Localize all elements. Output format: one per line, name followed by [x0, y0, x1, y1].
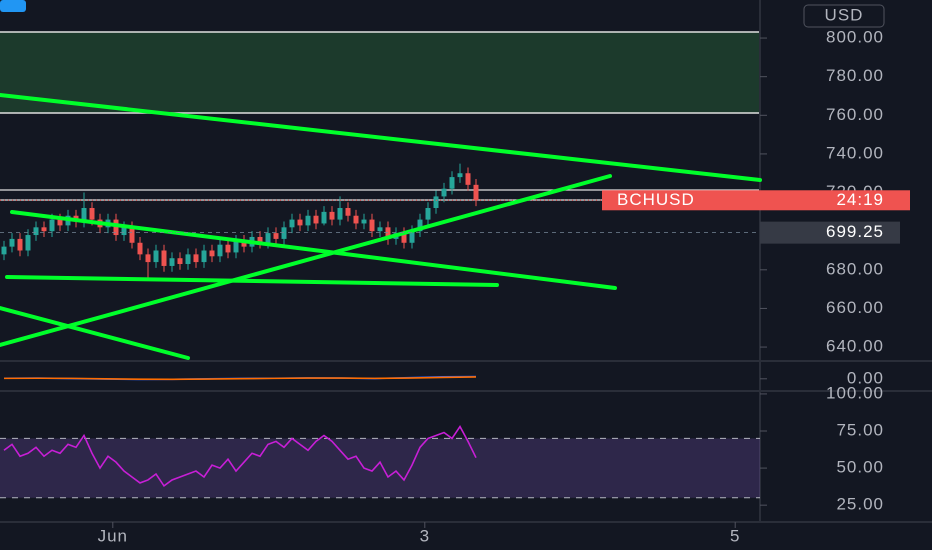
candle-body [25, 235, 31, 251]
y-tick-label: 800.00 [826, 28, 884, 47]
price-tag [760, 190, 910, 211]
y-tick-label: 0.00 [847, 368, 884, 387]
candle-body [297, 219, 303, 226]
candle-body [169, 258, 175, 266]
symbol: BCHUSD [617, 190, 695, 209]
x-tick-label: Jun [98, 526, 128, 545]
candle-body [465, 173, 471, 185]
y-tick-label: 25.00 [836, 495, 884, 514]
y-tick-label: 680.00 [826, 259, 884, 278]
candle-body [209, 250, 215, 257]
candle-body [361, 219, 367, 224]
x-tick-label: 5 [730, 526, 740, 545]
candle-body [113, 219, 119, 236]
candle-body [41, 227, 47, 232]
candle-body [257, 236, 263, 243]
zone [0, 32, 760, 113]
y-tick-label: 640.00 [826, 337, 884, 356]
candle-body [265, 233, 271, 243]
candle-body [345, 208, 351, 216]
x-tick-label: 3 [420, 526, 430, 545]
candle-body [385, 227, 391, 239]
candle-body [313, 215, 319, 224]
candle-body [305, 215, 311, 226]
candle-body [177, 258, 183, 265]
candle-body [9, 238, 15, 247]
symbol-tag [602, 190, 760, 211]
y-tick-label: 660.00 [826, 298, 884, 317]
currency: USD [825, 5, 864, 24]
candle-body [81, 208, 87, 222]
y-tick-label: 780.00 [826, 66, 884, 85]
trendline [5, 275, 499, 287]
candle-body [33, 227, 39, 236]
band-fill [0, 438, 760, 498]
trendline [0, 174, 612, 347]
candle-body [225, 244, 231, 253]
candle-body [153, 250, 159, 263]
trendline [0, 306, 190, 360]
y-tick-label: 760.00 [826, 105, 884, 124]
candle-body [1, 246, 7, 255]
candle-body [353, 215, 359, 224]
y-tick-label: 100.00 [826, 383, 884, 402]
candle-body [337, 208, 343, 220]
candle-body [241, 240, 247, 247]
candle-body [185, 254, 191, 265]
candle-body [289, 219, 295, 228]
candle-body [17, 238, 23, 251]
indicator-line [3, 425, 477, 488]
candle-body [49, 219, 55, 232]
candle-body [377, 227, 383, 232]
crosshair-price: 699.25 [826, 222, 884, 241]
candle-body [129, 227, 135, 243]
trendline [0, 93, 762, 182]
trendlines [0, 93, 762, 360]
candle-body [329, 211, 335, 220]
candle-body [441, 188, 447, 197]
candle-body [401, 233, 407, 243]
candle-body [201, 250, 207, 263]
candle-body [321, 211, 327, 224]
currency-box[interactable] [803, 4, 885, 28]
candle-body [457, 173, 463, 178]
candle-body [409, 231, 415, 243]
candle-body [217, 244, 223, 257]
candle-body [89, 208, 95, 220]
y-tick-label: 50.00 [836, 458, 884, 477]
candle-body [473, 184, 479, 201]
candle-body [273, 233, 279, 239]
y-tick-label: 75.00 [836, 420, 884, 439]
candle-body [193, 254, 199, 263]
crosshair-tag [760, 221, 900, 244]
y-tick-label: 740.00 [826, 143, 884, 162]
candle-body [369, 219, 375, 232]
badge[interactable] [0, 0, 26, 12]
candle-body [425, 208, 431, 220]
candle-body [57, 219, 63, 226]
candle-body [145, 254, 151, 263]
candle-body [449, 177, 455, 189]
candle-body [161, 250, 167, 266]
candle-body [137, 242, 143, 255]
candle-body [433, 196, 439, 209]
candle-body [417, 219, 423, 232]
candle-body [281, 227, 287, 239]
countdown: 24:19 [836, 190, 884, 209]
indicator-line [3, 376, 477, 381]
candle-body [233, 240, 239, 253]
trendline [10, 210, 617, 290]
candle-body [121, 227, 127, 236]
